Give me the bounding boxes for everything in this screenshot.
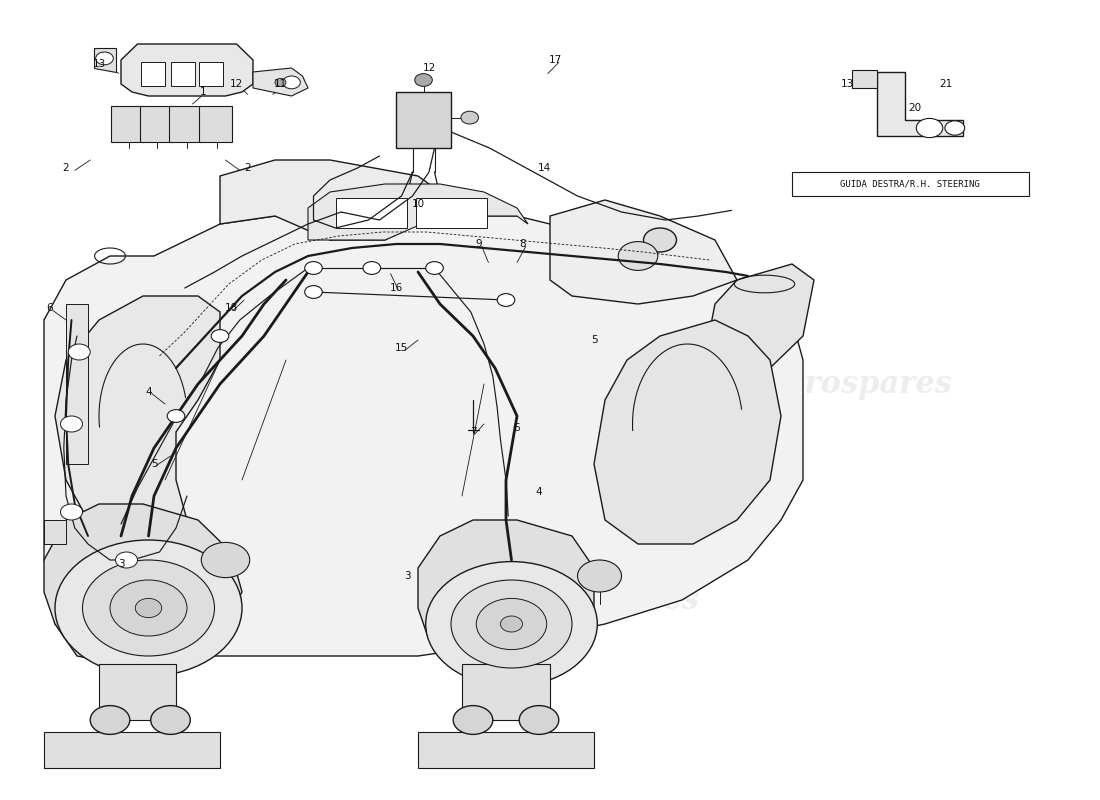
Text: 5: 5: [151, 459, 157, 469]
Circle shape: [60, 504, 82, 520]
Text: 6: 6: [514, 423, 520, 433]
Circle shape: [211, 330, 229, 342]
Circle shape: [135, 598, 162, 618]
Text: 1: 1: [200, 87, 207, 97]
Text: 16: 16: [389, 283, 403, 293]
Polygon shape: [852, 70, 877, 88]
Circle shape: [451, 580, 572, 668]
Text: 18: 18: [224, 303, 238, 313]
Polygon shape: [94, 48, 115, 72]
Circle shape: [415, 74, 432, 86]
Polygon shape: [66, 304, 88, 464]
Polygon shape: [704, 264, 814, 376]
Text: 14: 14: [538, 163, 551, 173]
Circle shape: [500, 616, 522, 632]
Circle shape: [116, 552, 138, 568]
Polygon shape: [44, 216, 803, 656]
Text: 10: 10: [411, 199, 425, 209]
Circle shape: [578, 560, 621, 592]
Circle shape: [305, 286, 322, 298]
Bar: [792, 172, 1028, 196]
Circle shape: [167, 410, 185, 422]
Circle shape: [283, 76, 300, 89]
Circle shape: [275, 78, 286, 86]
Circle shape: [96, 52, 113, 65]
Circle shape: [82, 560, 214, 656]
Polygon shape: [253, 68, 308, 96]
Polygon shape: [418, 520, 594, 664]
Text: eurospares: eurospares: [510, 585, 700, 615]
Circle shape: [90, 706, 130, 734]
FancyBboxPatch shape: [140, 106, 173, 142]
Text: 3: 3: [404, 571, 410, 581]
FancyBboxPatch shape: [111, 106, 144, 142]
Bar: [199, 62, 223, 86]
Text: 4: 4: [145, 387, 152, 397]
Circle shape: [110, 580, 187, 636]
Text: 21: 21: [939, 79, 953, 89]
Circle shape: [151, 706, 190, 734]
Polygon shape: [44, 732, 220, 768]
FancyBboxPatch shape: [169, 106, 202, 142]
Circle shape: [644, 228, 676, 252]
Text: 12: 12: [230, 79, 243, 89]
Polygon shape: [550, 200, 737, 304]
Polygon shape: [594, 320, 781, 544]
Circle shape: [476, 598, 547, 650]
Bar: [141, 62, 165, 86]
FancyBboxPatch shape: [199, 106, 232, 142]
Text: 15: 15: [395, 343, 408, 353]
Text: eurospares: eurospares: [147, 369, 337, 399]
Polygon shape: [418, 732, 594, 768]
Circle shape: [945, 121, 965, 135]
Polygon shape: [396, 92, 451, 148]
Text: GUIDA DESTRA/R.H. STEERING: GUIDA DESTRA/R.H. STEERING: [840, 179, 980, 189]
Text: 4: 4: [536, 487, 542, 497]
Circle shape: [55, 540, 242, 676]
Text: 20: 20: [909, 103, 922, 113]
Circle shape: [916, 118, 943, 138]
Polygon shape: [308, 184, 528, 240]
Text: 9: 9: [475, 239, 482, 249]
Polygon shape: [121, 44, 253, 96]
Circle shape: [201, 542, 250, 578]
Circle shape: [618, 242, 658, 270]
Text: 7: 7: [470, 427, 476, 437]
Polygon shape: [877, 72, 962, 136]
Text: 12: 12: [422, 63, 436, 73]
Circle shape: [426, 562, 597, 686]
Polygon shape: [55, 296, 220, 544]
Circle shape: [453, 706, 493, 734]
Circle shape: [497, 294, 515, 306]
Circle shape: [363, 262, 381, 274]
Text: 13: 13: [92, 59, 106, 69]
Circle shape: [519, 706, 559, 734]
Polygon shape: [99, 664, 176, 720]
Polygon shape: [44, 504, 242, 664]
Text: 3: 3: [118, 559, 124, 569]
Bar: [170, 62, 195, 86]
Polygon shape: [44, 520, 66, 544]
Polygon shape: [462, 664, 550, 720]
Text: 2: 2: [244, 163, 251, 173]
Text: 11: 11: [274, 79, 287, 89]
Bar: [336, 198, 407, 228]
Text: 17: 17: [549, 55, 562, 65]
Text: 13: 13: [840, 79, 854, 89]
Text: 5: 5: [591, 335, 597, 345]
Polygon shape: [220, 160, 462, 240]
Text: 8: 8: [519, 239, 526, 249]
Bar: [416, 198, 487, 228]
Text: 2: 2: [63, 163, 69, 173]
Text: 6: 6: [46, 303, 53, 313]
Circle shape: [426, 262, 443, 274]
Circle shape: [68, 344, 90, 360]
Circle shape: [60, 416, 82, 432]
Circle shape: [305, 262, 322, 274]
Circle shape: [461, 111, 478, 124]
Text: eurospares: eurospares: [763, 369, 953, 399]
